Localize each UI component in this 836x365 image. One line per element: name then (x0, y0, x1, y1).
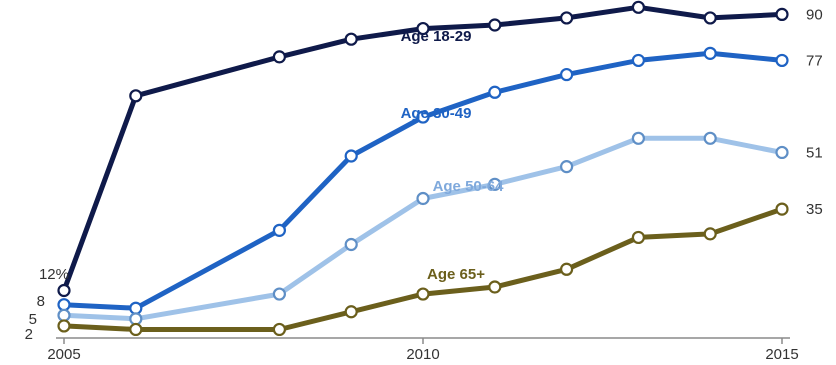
point-age-50-64-2008 (272, 287, 286, 301)
point-age-30-49-2013 (631, 53, 646, 68)
point-age-30-49-2012 (559, 67, 574, 82)
start-label-age-30-49: 8 (37, 293, 45, 310)
points-layer (57, 0, 789, 337)
point-age-18-29-2008 (272, 50, 286, 64)
point-age-50-64-2009 (344, 237, 358, 252)
point-age-18-29-2015 (775, 7, 789, 21)
end-label-age-65: 35 (806, 201, 823, 218)
lines-layer (61, 4, 785, 332)
series-label-age-50-64: Age 50-64 (433, 178, 505, 195)
point-age-65-2006 (129, 322, 143, 337)
point-age-18-29-2005 (57, 283, 71, 298)
end-label-age-50-64: 51 (806, 144, 823, 161)
x-tick-label-2015: 2015 (765, 346, 798, 363)
end-label-age-18-29: 90 (806, 6, 823, 23)
series-label-age-18-29: Age 18-29 (401, 28, 472, 45)
point-age-50-64-2012 (559, 160, 574, 174)
start-label-age-50-64: 5 (29, 311, 37, 328)
point-age-65-2014 (703, 227, 717, 241)
point-age-30-49-2009 (344, 149, 358, 163)
x-tick-label-2010: 2010 (406, 346, 439, 363)
point-age-18-29-2009 (344, 32, 358, 46)
point-age-50-64-2014 (703, 131, 717, 145)
point-age-65-2015 (775, 202, 789, 216)
point-age-18-29-2014 (703, 11, 717, 25)
point-age-30-49-2005 (57, 298, 71, 312)
point-age-18-29-2012 (559, 11, 574, 25)
point-age-65-2010 (416, 287, 430, 301)
point-age-30-49-2011 (488, 85, 502, 99)
point-age-50-64-2011 (488, 177, 502, 191)
axis-layer: 2005 2010 2015 (47, 337, 799, 363)
series-line-age-18-29 (61, 4, 785, 293)
point-age-30-49-2010 (416, 110, 430, 124)
point-age-50-64-2006 (129, 312, 143, 326)
point-age-50-64-2015 (775, 145, 789, 160)
point-age-65-2013 (631, 230, 646, 245)
point-age-18-29-2013 (631, 0, 646, 14)
point-age-30-49-2008 (272, 223, 286, 237)
point-age-65-2005 (57, 319, 71, 333)
point-age-30-49-2006 (129, 301, 143, 315)
point-age-50-64-2013 (631, 131, 646, 145)
series-line-age-65 (61, 206, 785, 332)
series-label-age-65: Age 65+ (427, 266, 485, 283)
series-line-age-50-64 (61, 135, 785, 322)
end-label-age-30-49: 77 (806, 52, 823, 69)
start-label-age-65: 2 (25, 326, 33, 343)
point-age-18-29-2010 (416, 21, 430, 36)
point-age-30-49-2015 (775, 53, 789, 68)
point-age-18-29-2011 (488, 18, 502, 32)
start-label-age-18-29: 12% (39, 266, 69, 283)
point-age-50-64-2005 (57, 308, 71, 322)
series-line-age-30-49 (61, 50, 785, 311)
series-label-age-30-49: Age 30-49 (401, 105, 472, 122)
point-age-65-2011 (488, 280, 502, 294)
point-age-65-2009 (344, 305, 358, 319)
point-age-65-2008 (272, 322, 286, 337)
point-age-18-29-2006 (129, 89, 143, 103)
x-tick-label-2005: 2005 (47, 346, 80, 363)
point-age-30-49-2014 (703, 46, 717, 60)
labels-layer: Age 18-29 90 12% Age 30-49 77 8 Age 50-64 51 5 Ag… (25, 6, 823, 343)
point-age-50-64-2010 (416, 191, 430, 206)
point-age-65-2012 (559, 262, 574, 276)
